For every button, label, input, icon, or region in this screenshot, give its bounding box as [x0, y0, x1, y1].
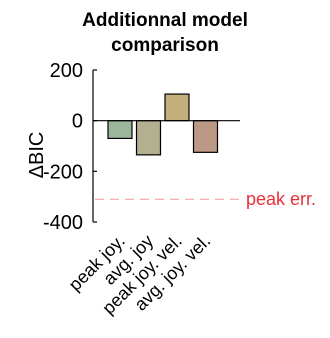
bar	[194, 121, 218, 153]
y-tick-label: 0	[72, 111, 83, 133]
bar	[137, 121, 161, 155]
chart-title-line-1: Additionnal model	[82, 10, 248, 31]
chart-title-line-2: comparison	[111, 35, 219, 56]
y-tick-label: 200	[50, 60, 83, 82]
y-tick-label: -200	[43, 161, 83, 183]
peak-err-label: peak err.	[246, 189, 316, 209]
y-tick-label: -400	[43, 212, 83, 234]
bar	[165, 94, 189, 121]
bar	[108, 121, 132, 139]
